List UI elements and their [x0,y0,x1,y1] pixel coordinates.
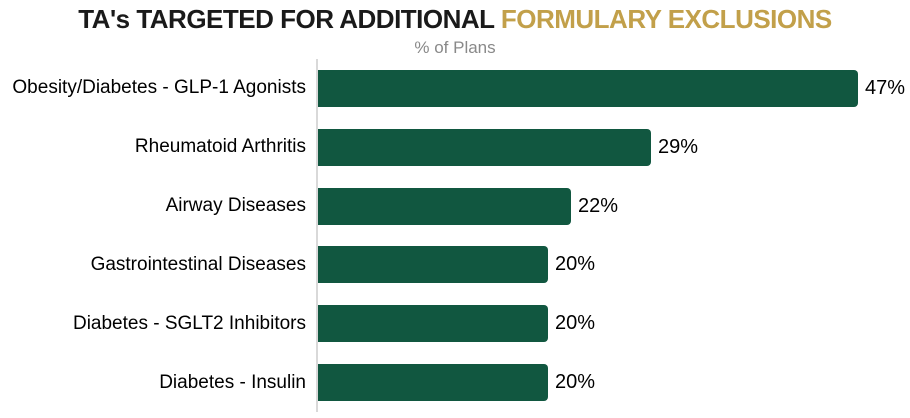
bar-zone: 20% [310,305,910,343]
bar-row: Diabetes - SGLT2 Inhibitors 20% [0,294,910,353]
bar-row: Rheumatoid Arthritis 29% [0,118,910,177]
category-label: Diabetes - SGLT2 Inhibitors [72,312,306,334]
value-label: 20% [555,312,596,335]
chart-title-accent: FORMULARY EXCLUSIONS [500,4,832,34]
category-label: Diabetes - Insulin [159,371,306,393]
chart-title-main: TA's TARGETED FOR ADDITIONAL [78,4,495,34]
bar [318,364,548,402]
chart-title: TA's TARGETED FOR ADDITIONAL FORMULARY E… [0,0,910,35]
bar-zone: 20% [310,246,910,284]
bar [318,69,858,107]
bar-zone: 22% [310,187,910,225]
bar-row: Gastrointestinal Diseases 20% [0,235,910,294]
bar [318,187,571,225]
plot-area: Obesity/Diabetes - GLP-1 Agonists 47% Rh… [0,59,910,412]
bar-zone: 20% [310,364,910,402]
y-axis-line [316,59,318,412]
category-label: Airway Diseases [165,195,306,217]
chart-subtitle: % of Plans [414,38,496,57]
category-label: Obesity/Diabetes - GLP-1 Agonists [12,77,306,99]
bar [318,246,548,284]
category-label: Gastrointestinal Diseases [90,253,306,275]
bar [318,305,548,343]
value-label: 47% [865,76,906,99]
bar [318,128,651,166]
value-label: 22% [578,194,619,217]
bar-zone: 29% [310,128,910,166]
bar-row: Airway Diseases 22% [0,177,910,236]
value-label: 20% [555,371,596,394]
category-label: Rheumatoid Arthritis [134,136,306,158]
bar-zone: 47% [310,69,910,107]
value-label: 29% [658,135,699,158]
bar-row: Diabetes - Insulin 20% [0,353,910,412]
bar-rows: Obesity/Diabetes - GLP-1 Agonists 47% Rh… [0,59,910,412]
bar-row: Obesity/Diabetes - GLP-1 Agonists 47% [0,59,910,118]
value-label: 20% [555,253,596,276]
